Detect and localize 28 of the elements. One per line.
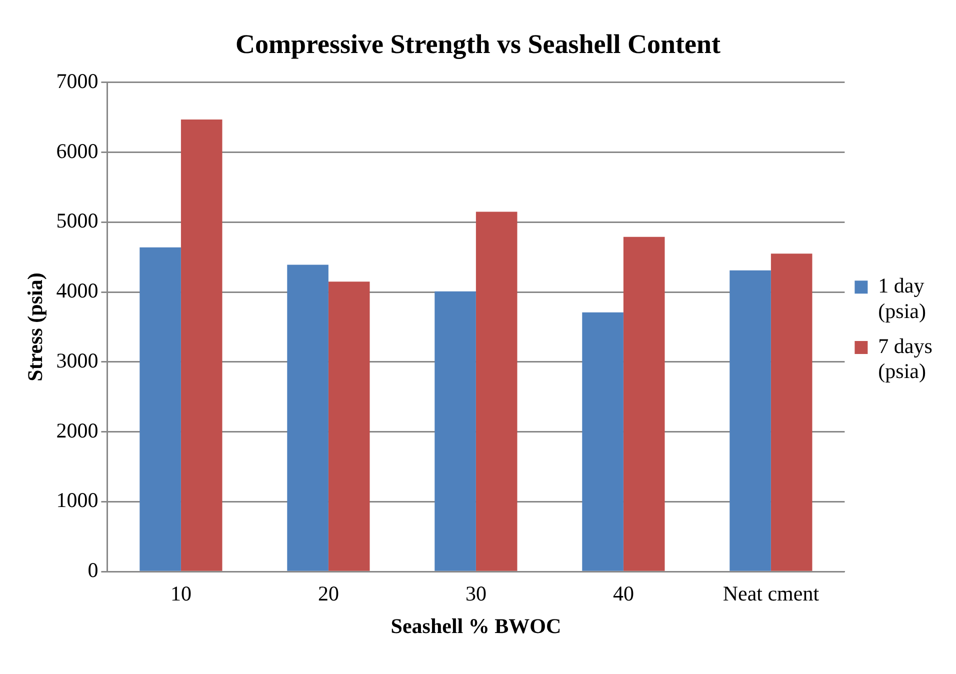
bar	[328, 282, 370, 571]
bar	[582, 312, 624, 571]
bar	[770, 254, 812, 571]
legend-label: 1 day (psia)	[878, 274, 926, 323]
bar	[476, 212, 518, 571]
x-tick-label: 10	[170, 582, 192, 606]
chart-title: Compressive Strength vs Seashell Content	[235, 29, 721, 60]
bar	[623, 236, 665, 571]
bar	[434, 291, 476, 571]
x-tick-label: 20	[318, 582, 339, 606]
y-tick-label: 0	[88, 558, 98, 582]
y-tick-label: 6000	[56, 138, 98, 163]
y-tick-label: 5000	[56, 208, 98, 233]
bar	[287, 264, 328, 571]
x-tick-label: 30	[465, 582, 486, 606]
x-axis-title: Seashell % BWOC	[390, 614, 562, 638]
bar	[140, 247, 181, 571]
bar	[180, 119, 222, 571]
y-tick-label: 2000	[56, 418, 98, 442]
y-tick-label: 4000	[56, 278, 98, 303]
legend-label: 7 days (psia)	[878, 334, 932, 384]
y-tick-label: 1000	[56, 488, 98, 512]
y-tick-label: 3000	[56, 348, 98, 372]
y-axis-title: Stress (psia)	[23, 272, 48, 382]
bar	[730, 270, 771, 571]
x-tick-label: Neat cment	[722, 582, 820, 606]
y-tick-label: 7000	[56, 68, 98, 93]
x-tick-label: 40	[612, 582, 634, 606]
